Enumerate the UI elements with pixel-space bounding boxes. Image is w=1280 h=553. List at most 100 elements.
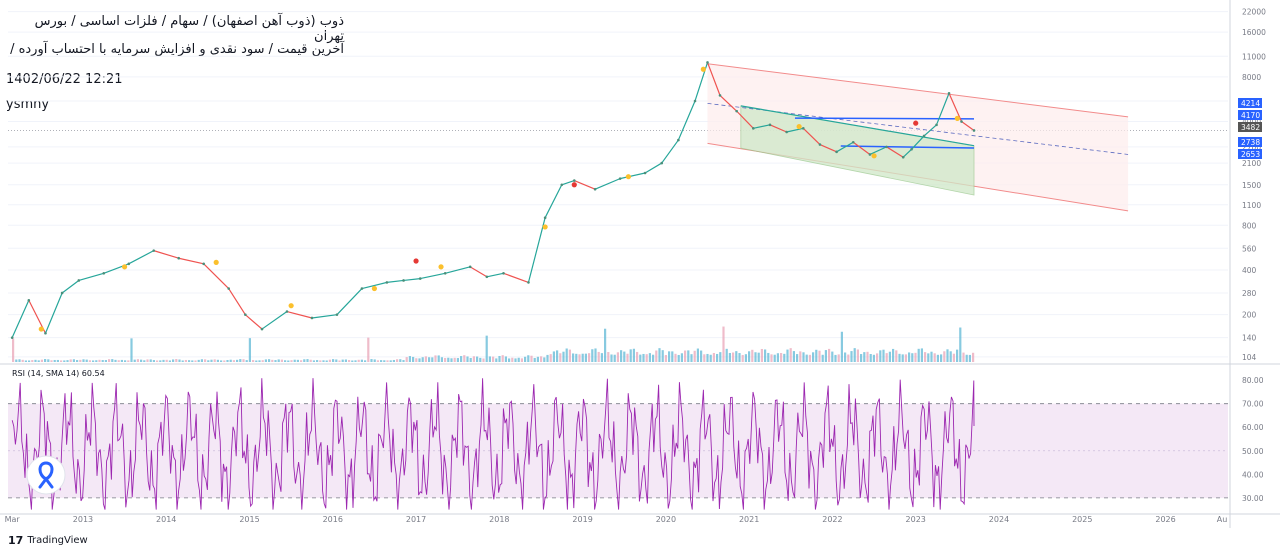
volume-bar — [703, 354, 706, 362]
rsi-tick-label: 80.00 — [1242, 376, 1264, 385]
price-point — [643, 171, 647, 175]
volume-bar — [47, 359, 50, 362]
volume-bar — [799, 351, 802, 362]
volume-bar — [677, 354, 680, 362]
price-point — [485, 275, 489, 279]
volume-bar — [815, 349, 818, 362]
volume-bar — [818, 350, 821, 362]
volume-bar — [629, 349, 632, 362]
price-segment — [935, 92, 950, 126]
volume-bar — [584, 353, 587, 362]
volume-bar — [501, 355, 504, 362]
volume-bar — [380, 360, 383, 362]
price-point — [443, 271, 447, 275]
volume-bar — [460, 356, 463, 362]
price-tag — [1238, 137, 1262, 147]
volume-bar — [543, 357, 546, 362]
price-point — [44, 331, 47, 335]
volume-bar — [879, 350, 882, 362]
volume-bar — [860, 354, 863, 362]
dividend-marker — [288, 303, 294, 309]
volume-bar — [50, 360, 53, 362]
volume-bar — [786, 349, 789, 362]
volume-bar — [930, 351, 933, 362]
time-tick-label: 2017 — [406, 515, 426, 524]
volume-bar — [687, 350, 690, 362]
price-point — [752, 127, 755, 130]
dividend-marker — [625, 174, 632, 180]
volume-bar — [274, 360, 277, 362]
volume-bar — [418, 358, 421, 362]
volume-bar — [972, 352, 975, 362]
volume-bar — [517, 357, 520, 362]
volume-bar — [936, 354, 939, 362]
volume-bar — [549, 354, 552, 362]
volume-bar — [620, 350, 623, 362]
volume-bar — [546, 354, 549, 362]
price-tick-label: 560 — [1242, 244, 1257, 253]
volume-bar — [399, 359, 402, 362]
volume-bar — [748, 351, 751, 362]
volume-bar — [693, 350, 696, 362]
volume-bar — [575, 353, 578, 362]
volume-bar — [188, 360, 191, 362]
price-segment — [836, 141, 854, 153]
volume-bar — [882, 349, 885, 362]
price-point — [835, 150, 838, 154]
volume-bar — [248, 338, 251, 362]
volume-bar — [847, 354, 850, 362]
volume-bar — [367, 337, 370, 362]
price-tag-label: 4170 — [1241, 111, 1260, 120]
volume-bar — [719, 352, 722, 362]
time-axis: Mar 2013 2014 2015 2016 2017 2018 2019 2020 2021 2… — [5, 515, 1228, 524]
volume-bar — [197, 359, 200, 362]
green-channel-upper — [740, 105, 975, 147]
price-point — [385, 281, 389, 284]
time-tick-label: Au — [1217, 515, 1228, 524]
volume-bar — [127, 360, 130, 362]
tradingview-name: TradingView — [27, 535, 88, 546]
volume-bar — [453, 357, 456, 362]
price-point — [785, 130, 788, 134]
price-tick-label: 1100 — [1242, 201, 1261, 210]
volume-bar — [642, 353, 645, 362]
price-tag — [1238, 110, 1262, 120]
price-point — [818, 143, 822, 146]
price-point — [177, 256, 181, 260]
price-point — [618, 177, 622, 180]
volume-bar — [258, 360, 261, 362]
price-tick-label: 280 — [1242, 289, 1257, 298]
volume-bar — [191, 360, 194, 362]
price-segment — [244, 314, 263, 330]
volume-bar — [600, 353, 603, 362]
volume-bar — [207, 360, 210, 362]
volume-bar — [498, 355, 501, 362]
price-segment — [923, 124, 938, 137]
dividend-marker — [700, 66, 706, 72]
dividend-marker — [796, 123, 802, 130]
price-tick-label: 2700 — [1242, 143, 1261, 152]
volume-bar — [898, 353, 901, 362]
volume-bar — [421, 357, 424, 362]
volume-bar — [200, 359, 203, 362]
volume-bar — [101, 360, 104, 362]
time-tick-label: 2016 — [323, 515, 343, 524]
volume-bar — [812, 352, 815, 362]
price-segment — [869, 146, 888, 156]
volume-bar — [220, 360, 223, 362]
price-segment — [311, 314, 338, 319]
price-point — [285, 310, 289, 313]
price-tag-label: 2738 — [1241, 138, 1260, 147]
volume-bar — [696, 348, 699, 362]
volume-bar — [271, 359, 274, 362]
volume-bar — [277, 359, 280, 362]
price-point — [335, 313, 339, 316]
volume-bar — [63, 360, 66, 362]
price-segment — [286, 310, 313, 319]
blue-resistance-line — [794, 117, 975, 120]
grid — [0, 0, 1280, 528]
volume-bar — [965, 354, 968, 362]
event-markers — [38, 66, 960, 332]
volume-bar — [709, 354, 712, 362]
